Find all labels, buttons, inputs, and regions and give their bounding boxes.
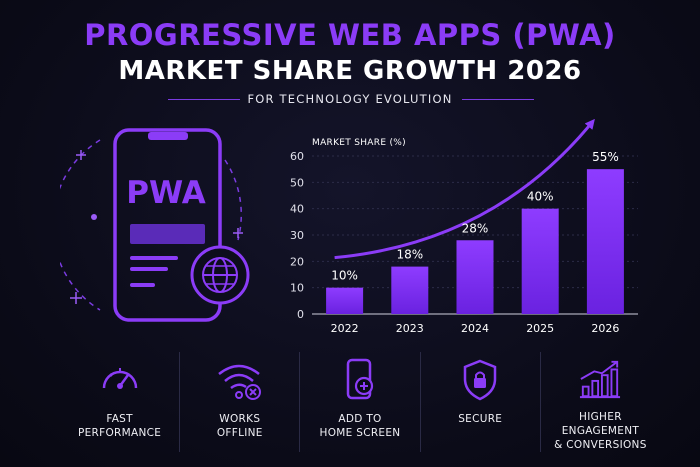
data-label: 55% [592, 150, 619, 164]
text-line-placeholder [130, 256, 178, 260]
data-label: 40% [527, 190, 554, 204]
feature-add-to-home: ADD TO HOME SCREEN [300, 352, 421, 452]
feature-higher-engagement: HIGHER ENGAGEMENT & CONVERSIONS [541, 352, 660, 452]
text-line-placeholder [130, 267, 168, 271]
subtitle: FOR TECHNOLOGY EVOLUTION [247, 92, 453, 106]
feature-label: ADD TO HOME SCREEN [319, 413, 401, 439]
pwa-logo: PWA [126, 175, 206, 211]
sparkle-icon [70, 150, 243, 304]
y-axis-label: MARKET SHARE (%) [312, 138, 406, 148]
orbit-arc-icon [60, 139, 242, 311]
y-tick-label: 60 [290, 150, 304, 163]
y-tick-label: 20 [290, 255, 304, 268]
data-label: 28% [462, 221, 489, 235]
feature-list: FAST PERFORMANCE WORKS OFFLINE ADD TO HO… [60, 352, 660, 452]
y-tick-label: 0 [297, 308, 304, 321]
x-tick-label: 2026 [591, 322, 619, 335]
growth-chart-icon [580, 360, 621, 399]
feature-secure: SECURE [421, 352, 541, 452]
y-tick-label: 50 [290, 176, 304, 189]
wifi-off-icon [218, 364, 261, 400]
feature-label: FAST PERFORMANCE [77, 413, 162, 439]
app-bar-placeholder [130, 224, 205, 244]
feature-label: WORKS OFFLINE [216, 413, 263, 439]
y-tick-label: 30 [290, 229, 304, 242]
bar [326, 287, 364, 314]
phone-icon [113, 128, 222, 322]
feature-works-offline: WORKS OFFLINE [180, 352, 301, 452]
y-tick-label: 40 [290, 203, 304, 216]
text-line-placeholder [130, 283, 155, 287]
speedometer-icon [102, 368, 137, 389]
x-tick-label: 2022 [331, 322, 359, 335]
x-tick-label: 2023 [396, 322, 424, 335]
bar [456, 240, 494, 314]
y-tick-label: 10 [290, 282, 304, 295]
subtitle-divider-right [462, 99, 534, 100]
x-tick-label: 2024 [461, 322, 489, 335]
add-to-home-icon [346, 358, 374, 400]
bar [391, 266, 429, 314]
globe-icon [190, 245, 250, 305]
dot-icon [91, 214, 97, 220]
title-line-2: MARKET SHARE GROWTH 2026 [118, 56, 582, 86]
bar [586, 169, 624, 314]
market-share-chart: MARKET SHARE (%) 0 10 20 30 40 50 60 10% 18% 28%… [290, 118, 638, 335]
x-tick-label: 2025 [526, 322, 554, 335]
feature-label: HIGHER ENGAGEMENT & CONVERSIONS [554, 411, 647, 451]
data-label: 18% [396, 248, 423, 262]
data-label: 10% [331, 269, 358, 283]
feature-fast-performance: FAST PERFORMANCE [60, 352, 181, 452]
bar [521, 208, 559, 314]
shield-lock-icon [463, 359, 497, 401]
feature-label: SECURE [458, 413, 503, 425]
trend-arrow [334, 118, 595, 260]
pwa-phone-illustration: PWA [60, 128, 250, 322]
subtitle-divider-left [168, 99, 240, 100]
title-line-1: PROGRESSIVE WEB APPS (PWA) [84, 18, 616, 52]
